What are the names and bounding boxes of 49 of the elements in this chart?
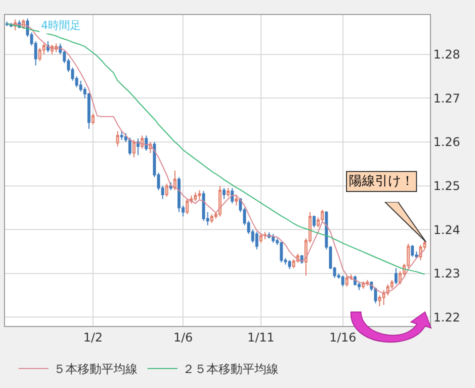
y-tick-label: 1.28: [433, 48, 460, 62]
candlestick: [341, 275, 344, 288]
candlestick: [92, 113, 95, 126]
candlestick: [345, 275, 348, 288]
candlestick: [202, 190, 206, 222]
candlestick: [128, 137, 132, 156]
candlestick: [288, 260, 292, 270]
candlestick: [165, 183, 168, 198]
x-tick-label: 1/6: [173, 330, 193, 344]
candlestick: [255, 231, 258, 250]
candlestick: [410, 244, 414, 258]
legend-label: ５本移動平均線: [54, 362, 138, 376]
candlestick: [230, 188, 234, 204]
candlestick: [38, 47, 42, 62]
y-tick-label: 1.24: [433, 222, 460, 237]
y-tick-label: 1.23: [433, 266, 460, 281]
candlestick: [198, 190, 201, 200]
candlestick: [394, 268, 398, 285]
candlestick: [132, 139, 136, 158]
candlestick: [210, 214, 214, 224]
candlestick: [259, 234, 262, 244]
x-tick-label: 1/11: [247, 330, 274, 344]
candlestick: [218, 185, 222, 217]
legend-label: ２５本移動平均線: [182, 362, 278, 376]
candlestick: [140, 134, 144, 150]
candlestick: [136, 138, 140, 156]
candlestick: [173, 170, 176, 191]
candlestick: [272, 234, 275, 244]
y-tick-label: 1.22: [433, 310, 460, 324]
candlestick: [194, 192, 197, 202]
annotation: 陽線引け！: [349, 174, 414, 189]
candlestick: [178, 176, 181, 213]
candlestick: [382, 290, 386, 306]
x-tick-label: 1/2: [83, 330, 103, 344]
y-tick-label: 1.25: [433, 179, 460, 194]
candlestick: [186, 198, 189, 215]
x-tick-label: 1/16: [329, 330, 356, 344]
annotation: 4時間足: [41, 19, 81, 32]
candlestick: [144, 134, 148, 152]
candlestick: [312, 215, 316, 228]
candlestick: [116, 130, 120, 147]
candlestick: [222, 188, 226, 200]
candlestick: [366, 280, 369, 286]
y-tick-label: 1.26: [433, 135, 460, 150]
candlestick: [120, 130, 124, 140]
candlestick: [226, 188, 230, 198]
y-tick-label: 1.27: [433, 91, 460, 106]
candlestick: [280, 241, 283, 263]
candlestick: [234, 194, 238, 206]
